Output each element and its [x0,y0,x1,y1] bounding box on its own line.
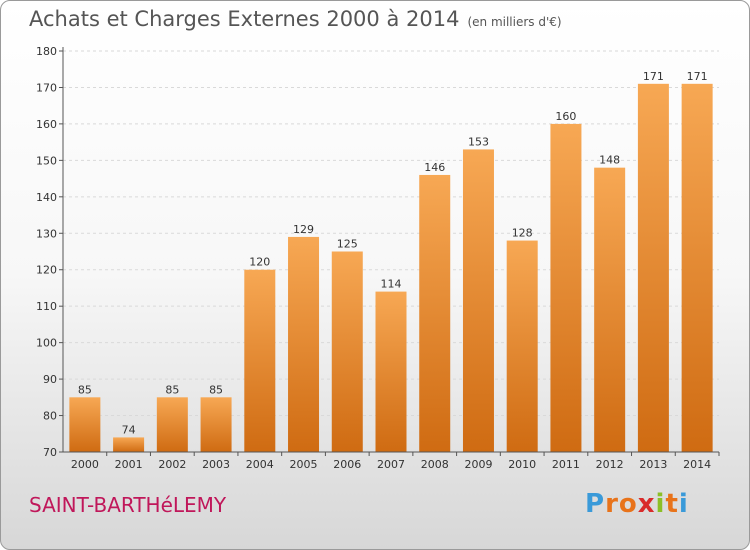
x-tick-label: 2013 [639,458,667,471]
bar [594,167,626,452]
y-tick-label: 80 [43,410,57,423]
bar [331,251,363,452]
logo-letter: t [665,489,679,519]
y-tick-label: 160 [36,118,57,131]
data-label: 114 [381,278,402,291]
bar [506,240,538,452]
x-tick-label: 2009 [464,458,492,471]
x-tick-label: 2007 [377,458,405,471]
logo-letter: i [678,489,689,519]
bar [244,269,276,452]
data-label: 160 [555,110,576,123]
x-tick-label: 2012 [596,458,624,471]
chart-title: Achats et Charges Externes 2000 à 2014 (e… [29,7,562,31]
bar [288,236,320,452]
y-tick-label: 70 [43,446,57,459]
bar [462,149,494,452]
data-label: 85 [209,383,223,396]
y-tick-label: 140 [36,191,57,204]
logo-letter: x [637,489,656,519]
data-label: 128 [512,227,533,240]
bar [550,123,582,452]
bar [637,83,669,453]
bar [681,83,713,453]
logo-letter: P [585,489,606,519]
y-tick-label: 100 [36,337,57,350]
bar [156,397,188,452]
x-tick-label: 2001 [115,458,143,471]
x-tick-label: 2000 [71,458,99,471]
proxiti-logo: Proxiti [585,489,689,519]
data-label: 74 [122,423,136,436]
chart-title-text: Achats et Charges Externes 2000 à 2014 [29,7,460,31]
x-tick-label: 2011 [552,458,580,471]
data-label: 146 [424,161,445,174]
data-label: 171 [687,70,708,83]
x-tick-label: 2002 [158,458,186,471]
logo-letter: i [655,489,666,519]
chart-unit: (en milliers d'€) [467,15,562,29]
x-tick-label: 2004 [246,458,274,471]
bar [200,397,232,452]
x-tick-label: 2006 [333,458,361,471]
x-tick-label: 2003 [202,458,230,471]
bar [419,174,451,453]
x-tick-label: 2010 [508,458,536,471]
y-tick-label: 170 [36,81,57,94]
data-label: 148 [599,154,620,167]
bar [113,437,145,452]
logo-letter: o [618,489,638,519]
bar [375,291,407,452]
x-tick-label: 2005 [290,458,318,471]
data-label: 125 [337,238,358,251]
y-tick-label: 180 [36,45,57,58]
data-label: 85 [78,383,92,396]
y-tick-label: 110 [36,300,57,313]
data-label: 129 [293,223,314,236]
data-label: 120 [249,256,270,269]
y-tick-label: 120 [36,264,57,277]
data-label: 171 [643,70,664,83]
y-tick-label: 90 [43,373,57,386]
data-label: 153 [468,135,489,148]
location-label: SAINT-BARTHéLEMY [29,493,227,517]
logo-letter: r [605,489,619,519]
y-tick-label: 130 [36,227,57,240]
bar [69,397,101,452]
y-tick-label: 150 [36,154,57,167]
x-tick-label: 2014 [683,458,711,471]
x-tick-label: 2008 [421,458,449,471]
data-label: 85 [165,383,179,396]
